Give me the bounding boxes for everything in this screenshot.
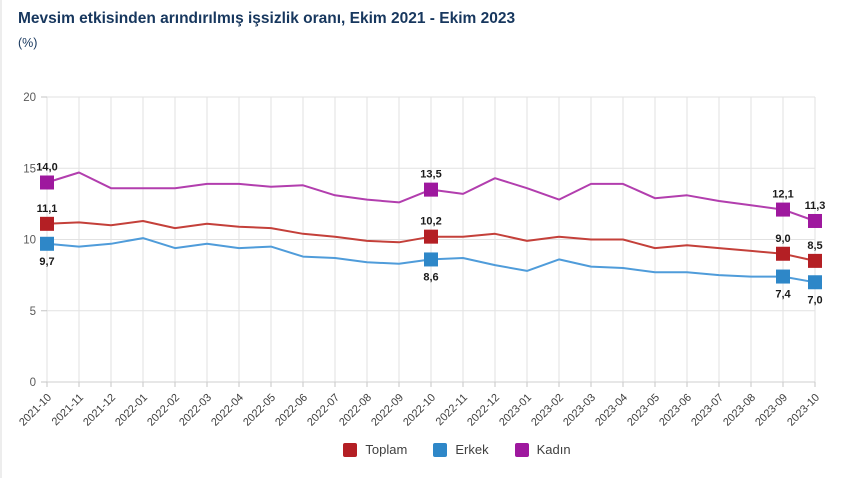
data-label: 7,4 xyxy=(775,289,791,301)
series-marker-erkek xyxy=(40,236,54,251)
x-tick-label: 2022-09 xyxy=(369,392,406,429)
x-tick-label: 2022-12 xyxy=(465,392,502,429)
legend-item-erkek[interactable]: Erkek xyxy=(433,442,489,457)
y-tick-label: 5 xyxy=(30,306,36,318)
series-marker-erkek xyxy=(776,269,790,284)
x-tick-label: 2023-06 xyxy=(657,392,694,429)
y-tick-label: 20 xyxy=(23,92,36,104)
page-edge-divider xyxy=(0,0,2,478)
series-marker-erkek xyxy=(808,275,822,290)
x-tick-label: 2022-02 xyxy=(145,392,182,429)
y-tick-label: 10 xyxy=(23,235,36,247)
data-label: 8,6 xyxy=(423,271,438,283)
series-marker-erkek xyxy=(424,252,438,267)
data-label: 13,5 xyxy=(420,169,441,181)
series-marker-toplam xyxy=(424,229,438,244)
legend-item-kadin[interactable]: Kadın xyxy=(514,442,571,457)
data-label: 11,1 xyxy=(37,203,58,215)
legend-label-toplam: Toplam xyxy=(365,442,408,457)
x-tick-label: 2023-03 xyxy=(561,392,598,429)
data-label: 12,1 xyxy=(772,189,793,201)
series-marker-toplam xyxy=(776,246,790,261)
series-marker-toplam xyxy=(808,253,822,268)
x-tick-label: 2023-08 xyxy=(721,392,758,429)
data-label: 9,7 xyxy=(39,256,54,268)
data-label: 14,0 xyxy=(36,162,57,174)
chart-unit-label: (%) xyxy=(18,36,38,50)
data-label: 10,2 xyxy=(420,216,441,228)
legend-swatch-kadin-icon xyxy=(514,442,529,457)
data-label: 9,0 xyxy=(775,233,790,245)
legend: Toplam Erkek Kadın xyxy=(0,442,850,457)
x-tick-label: 2023-05 xyxy=(625,392,662,429)
series-marker-toplam xyxy=(40,216,54,231)
x-tick-label: 2022-07 xyxy=(305,392,342,429)
legend-label-erkek: Erkek xyxy=(455,442,489,457)
x-tick-label: 2021-11 xyxy=(50,392,86,428)
legend-label-kadin: Kadın xyxy=(536,442,571,457)
x-tick-label: 2022-11 xyxy=(434,392,470,428)
y-tick-label: 0 xyxy=(30,377,36,389)
series-marker-kadın xyxy=(808,213,822,228)
series-marker-kadın xyxy=(424,182,438,197)
x-tick-label: 2023-09 xyxy=(753,392,790,429)
x-tick-label: 2022-04 xyxy=(209,392,246,429)
x-tick-label: 2022-08 xyxy=(337,392,374,429)
data-label: 7,0 xyxy=(807,294,822,306)
y-tick-label: 15 xyxy=(23,163,36,175)
legend-swatch-toplam-icon xyxy=(343,442,358,457)
x-tick-label: 2023-07 xyxy=(689,392,726,429)
x-tick-label: 2023-01 xyxy=(497,392,534,429)
x-tick-label: 2023-02 xyxy=(529,392,566,429)
chart-title: Mevsim etkisinden arındırılmış işsizlik … xyxy=(18,10,516,27)
x-tick-label: 2021-12 xyxy=(81,392,118,429)
x-tick-label: 2022-05 xyxy=(241,392,278,429)
x-tick-label: 2022-03 xyxy=(177,392,214,429)
x-tick-label: 2022-01 xyxy=(113,392,150,429)
series-marker-kadın xyxy=(40,175,54,190)
x-tick-label: 2022-10 xyxy=(401,392,438,429)
legend-swatch-erkek-icon xyxy=(433,442,448,457)
data-label: 8,5 xyxy=(807,240,822,252)
x-tick-label: 2022-06 xyxy=(273,392,310,429)
series-marker-kadın xyxy=(776,202,790,217)
legend-item-toplam[interactable]: Toplam xyxy=(343,442,407,457)
x-tick-label: 2023-10 xyxy=(785,392,822,429)
data-label: 11,3 xyxy=(805,200,826,212)
x-tick-label: 2021-10 xyxy=(17,392,54,429)
x-tick-label: 2023-04 xyxy=(593,392,630,429)
